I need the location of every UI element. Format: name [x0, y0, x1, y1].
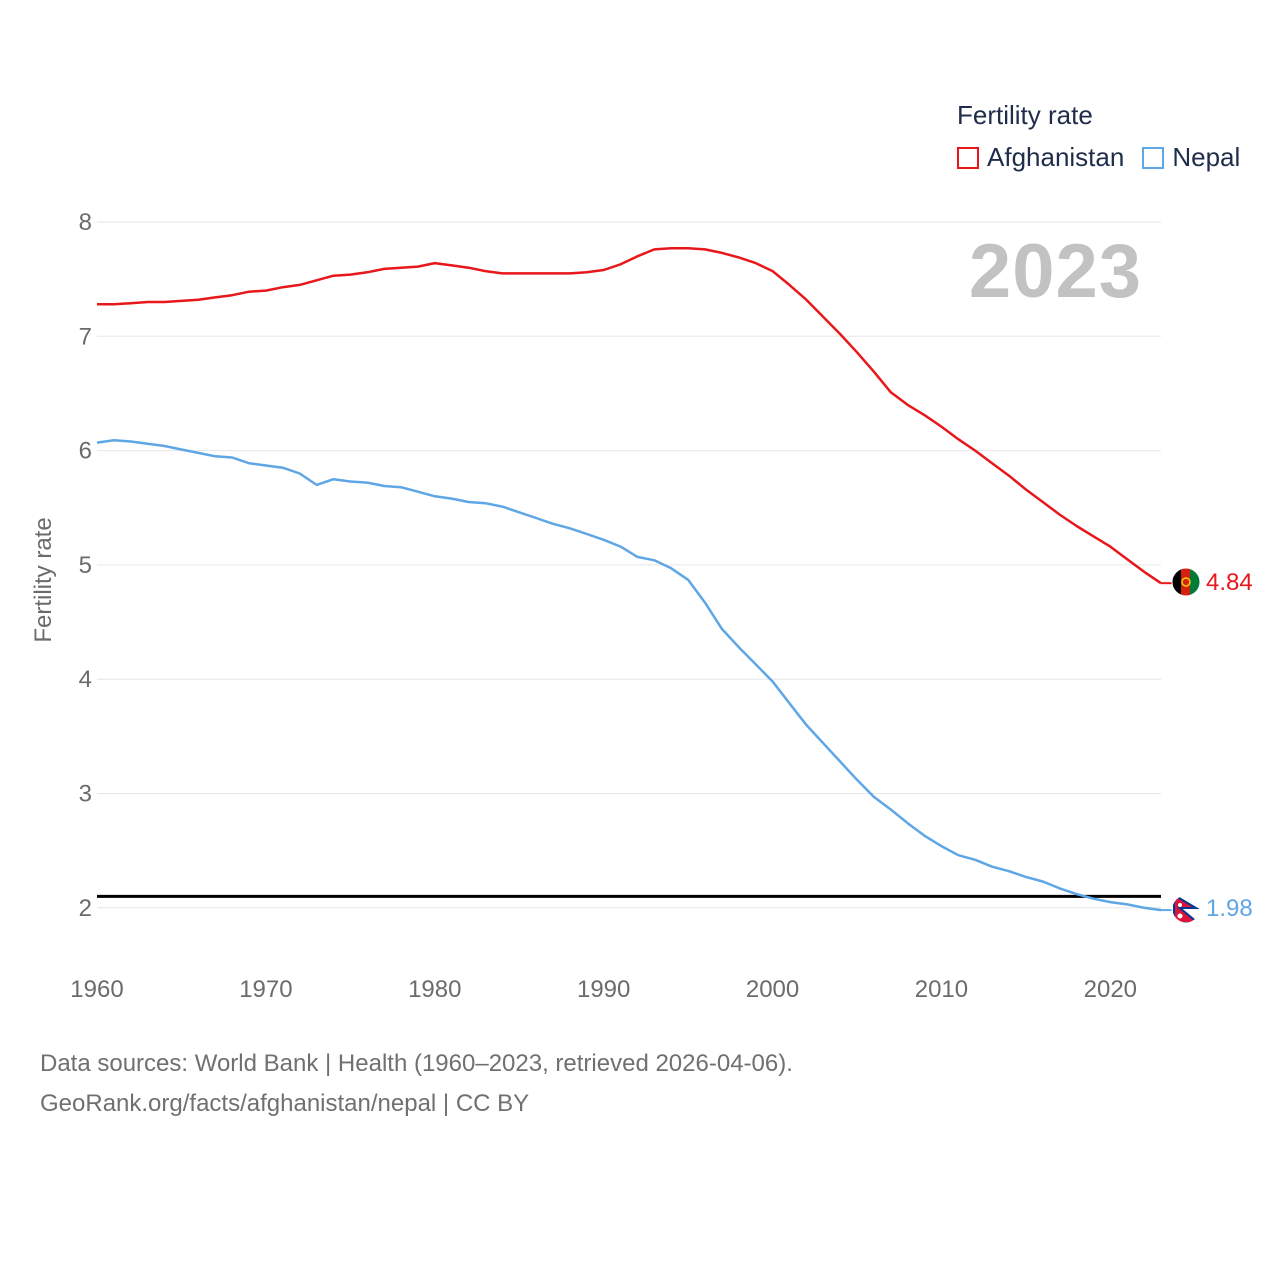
- y-axis-label: Fertility rate: [30, 517, 57, 642]
- y-tick-label: 7: [79, 323, 92, 350]
- year-label: 2023: [968, 229, 1142, 314]
- series-line-afghanistan: [97, 247, 1162, 585]
- series-group: [96, 247, 1172, 912]
- nepal-flag-icon: [1172, 895, 1200, 923]
- end-label-nepal: 1.98: [1206, 895, 1253, 922]
- y-tick-label: 5: [79, 552, 92, 579]
- y-tick-label: 6: [79, 438, 92, 465]
- legend: Afghanistan Nepal: [957, 142, 1258, 173]
- x-tick-label: 1990: [577, 976, 630, 1003]
- source-note: Data sources: World Bank | Health (1960–…: [40, 1044, 793, 1124]
- y-tick-label: 4: [79, 666, 92, 693]
- x-tick-label: 2000: [746, 976, 799, 1003]
- y-tick-label: 2: [79, 895, 92, 922]
- x-tick-label: 1970: [239, 976, 292, 1003]
- legend-item-nepal[interactable]: Nepal: [1142, 142, 1240, 173]
- source-line-1: Data sources: World Bank | Health (1960–…: [40, 1050, 793, 1077]
- legend-title: Fertility rate: [957, 100, 1093, 130]
- legend-swatch-nepal: [1142, 146, 1165, 169]
- legend-label-nepal: Nepal: [1172, 142, 1241, 172]
- legend-item-afghanistan[interactable]: Afghanistan: [957, 142, 1124, 173]
- afghanistan-flag-icon: [1172, 568, 1200, 596]
- source-line-2[interactable]: GeoRank.org/facts/afghanistan/nepal | CC…: [40, 1090, 530, 1117]
- y-tick-label: 8: [79, 209, 92, 236]
- gridlines: [97, 221, 1161, 909]
- x-tick-label: 1960: [70, 976, 123, 1003]
- end-label-afghanistan: 4.84: [1206, 569, 1253, 596]
- x-tick-label: 2010: [915, 976, 968, 1003]
- y-axis-ticks: 2 3 4 5 6 7 8: [79, 209, 92, 922]
- legend-swatch-afghanistan: [957, 146, 979, 169]
- series-line-nepal: [96, 439, 1162, 912]
- legend-label-afghanistan: Afghanistan: [987, 142, 1125, 172]
- y-tick-label: 3: [79, 781, 92, 808]
- x-axis-ticks: 1960 1970 1980 1990 2000 2010 2020: [70, 976, 1137, 1003]
- x-tick-label: 2020: [1084, 976, 1137, 1003]
- x-tick-label: 1980: [408, 976, 461, 1003]
